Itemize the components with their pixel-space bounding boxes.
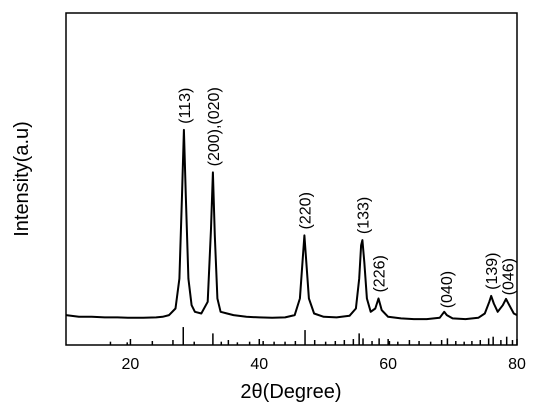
x-axis-label: 2θ(Degree) (240, 381, 341, 403)
x-tick-label: 60 (379, 356, 397, 373)
x-tick-label: 40 (250, 356, 268, 373)
y-axis-label: Intensity(a.u) (11, 121, 33, 237)
plot-frame (65, 12, 518, 346)
peak-label: (040) (439, 271, 456, 308)
peak-label: (113) (177, 88, 194, 124)
peak-label: (046) (500, 258, 517, 295)
x-tick-label: 80 (508, 356, 526, 373)
peak-label: (200),(020) (206, 87, 223, 166)
peak-label: (220) (297, 192, 314, 229)
x-tick-label: 20 (122, 356, 140, 373)
pattern-line (65, 128, 518, 321)
peak-label: (226) (371, 255, 388, 292)
peak-label: (139) (484, 253, 501, 290)
peak-label: (133) (355, 197, 372, 234)
